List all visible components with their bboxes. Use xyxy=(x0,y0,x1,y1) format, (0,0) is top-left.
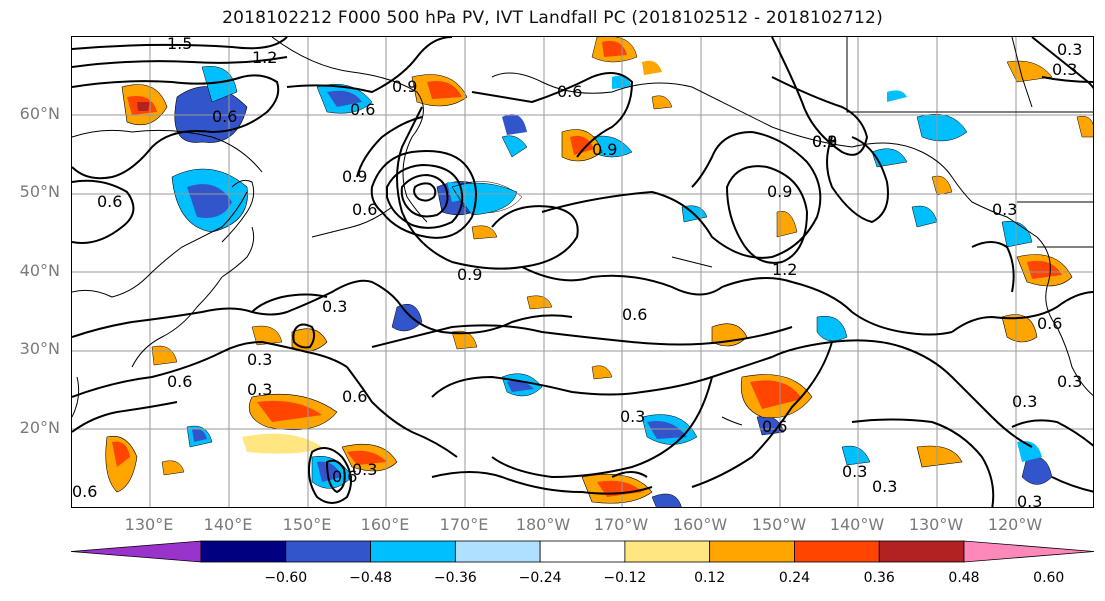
colorbar-tick-label: 0.24 xyxy=(778,570,811,586)
contour-label: 0.6 xyxy=(762,417,787,436)
contour-label: 1.5 xyxy=(167,37,192,53)
contour-label: 0.3 xyxy=(1017,492,1042,508)
graticule xyxy=(72,37,1093,507)
lon-label: 140°E xyxy=(203,515,253,534)
contour-label: 0.9 xyxy=(767,182,792,201)
contour-label: 0.9 xyxy=(392,77,417,96)
lon-label: 180°W xyxy=(515,515,571,534)
colorbar-segment xyxy=(794,540,880,563)
lat-label: 40°N xyxy=(19,261,60,280)
lon-label: 170°E xyxy=(439,515,489,534)
lon-label: 160°W xyxy=(672,515,728,534)
colorbar-tick-label: 0.48 xyxy=(948,570,980,586)
contour-label: 0.6 xyxy=(352,200,377,219)
map-panel: 1.5 1.2 0.9 0.6 0.6 0.9 0.6 0.9 0.9 0.6 … xyxy=(71,36,1094,508)
contour-label: 0.6 xyxy=(1037,314,1062,333)
lon-label: 120°W xyxy=(987,515,1043,534)
colorbar-tick-label: −0.48 xyxy=(349,570,392,586)
colorbar-tick-label: 0.60 xyxy=(1033,570,1065,586)
colorbar-tick-label: 0.12 xyxy=(694,570,726,586)
contour-label: 0.6 xyxy=(622,305,647,324)
lon-label: 150°E xyxy=(282,515,332,534)
contour-label: 1.2 xyxy=(772,260,797,279)
lat-label: 20°N xyxy=(19,418,60,437)
map-canvas: 1.5 1.2 0.9 0.6 0.6 0.9 0.6 0.9 0.9 0.6 … xyxy=(72,37,1093,508)
colorbar-tick-label: −0.24 xyxy=(518,570,562,586)
colorbar-extend-high xyxy=(963,540,1095,563)
colorbar-segment xyxy=(709,540,795,563)
coastlines xyxy=(72,37,1093,426)
contour-label: 0.9 xyxy=(812,132,837,151)
contour-label: 1.2 xyxy=(252,48,277,67)
contour-label: 0.3 xyxy=(322,297,347,316)
pv-contours xyxy=(72,37,1093,507)
colorbar-tick-label: −0.36 xyxy=(433,570,477,586)
contour-label: 0.3 xyxy=(620,407,645,426)
lat-label: 50°N xyxy=(19,182,60,201)
contour-label: 0.3 xyxy=(1057,40,1082,59)
lat-label: 30°N xyxy=(19,339,60,358)
contour-label: 0.3 xyxy=(842,462,867,481)
contour-label: 0.3 xyxy=(1052,60,1077,79)
contour-label: 0.3 xyxy=(872,477,897,496)
contour-label: 0.9 xyxy=(457,265,482,284)
contour-label: 0.3 xyxy=(992,200,1017,219)
lon-label: 130°E xyxy=(124,515,174,534)
contour-label: 0.3 xyxy=(247,380,272,399)
colorbar-segment xyxy=(878,540,965,563)
contour-label: 0.6 xyxy=(557,82,582,101)
colorbar-segment xyxy=(454,540,541,563)
colorbar-tick-label: −0.12 xyxy=(603,570,647,586)
colorbar-segment xyxy=(285,540,371,563)
contour-label: 0.6 xyxy=(350,100,375,119)
contour-label: 0.3 xyxy=(1057,372,1082,391)
contour-label: 0.6 xyxy=(212,107,237,126)
contour-labels: 1.5 1.2 0.9 0.6 0.6 0.9 0.6 0.9 0.9 0.6 … xyxy=(72,37,1082,508)
colorbar-tick-label: −0.60 xyxy=(264,570,308,586)
colorbar-segment xyxy=(539,540,626,563)
contour-label: 0.6 xyxy=(97,192,122,211)
contour-label: 0.3 xyxy=(1012,392,1037,411)
colorbar-segment xyxy=(624,540,711,563)
lon-label: 130°W xyxy=(908,515,964,534)
contour-label: 0.6 xyxy=(167,372,192,391)
lon-label: 170°W xyxy=(593,515,649,534)
contour-label: 0.9 xyxy=(592,140,617,159)
contour-label: 0.6 xyxy=(72,482,97,501)
contour-label: 0.3 xyxy=(812,132,837,151)
map-title: 2018102212 F000 500 hPa PV, IVT Landfall… xyxy=(222,8,883,28)
colorbar-segment xyxy=(200,540,287,563)
contour-label: 0.3 xyxy=(352,460,377,479)
colorbar-extend-low xyxy=(70,540,202,563)
colorbar-segment xyxy=(370,540,456,563)
colorbar-tick-label: 0.36 xyxy=(863,570,895,586)
lon-label: 160°E xyxy=(360,515,410,534)
lat-label: 60°N xyxy=(19,104,60,123)
contour-label: 0.6 xyxy=(332,467,357,486)
contour-label: 0.6 xyxy=(342,387,367,406)
lon-label: 140°W xyxy=(829,515,885,534)
contour-label: 0.9 xyxy=(342,167,367,186)
lon-label: 150°W xyxy=(751,515,807,534)
contour-label: 0.3 xyxy=(247,350,272,369)
